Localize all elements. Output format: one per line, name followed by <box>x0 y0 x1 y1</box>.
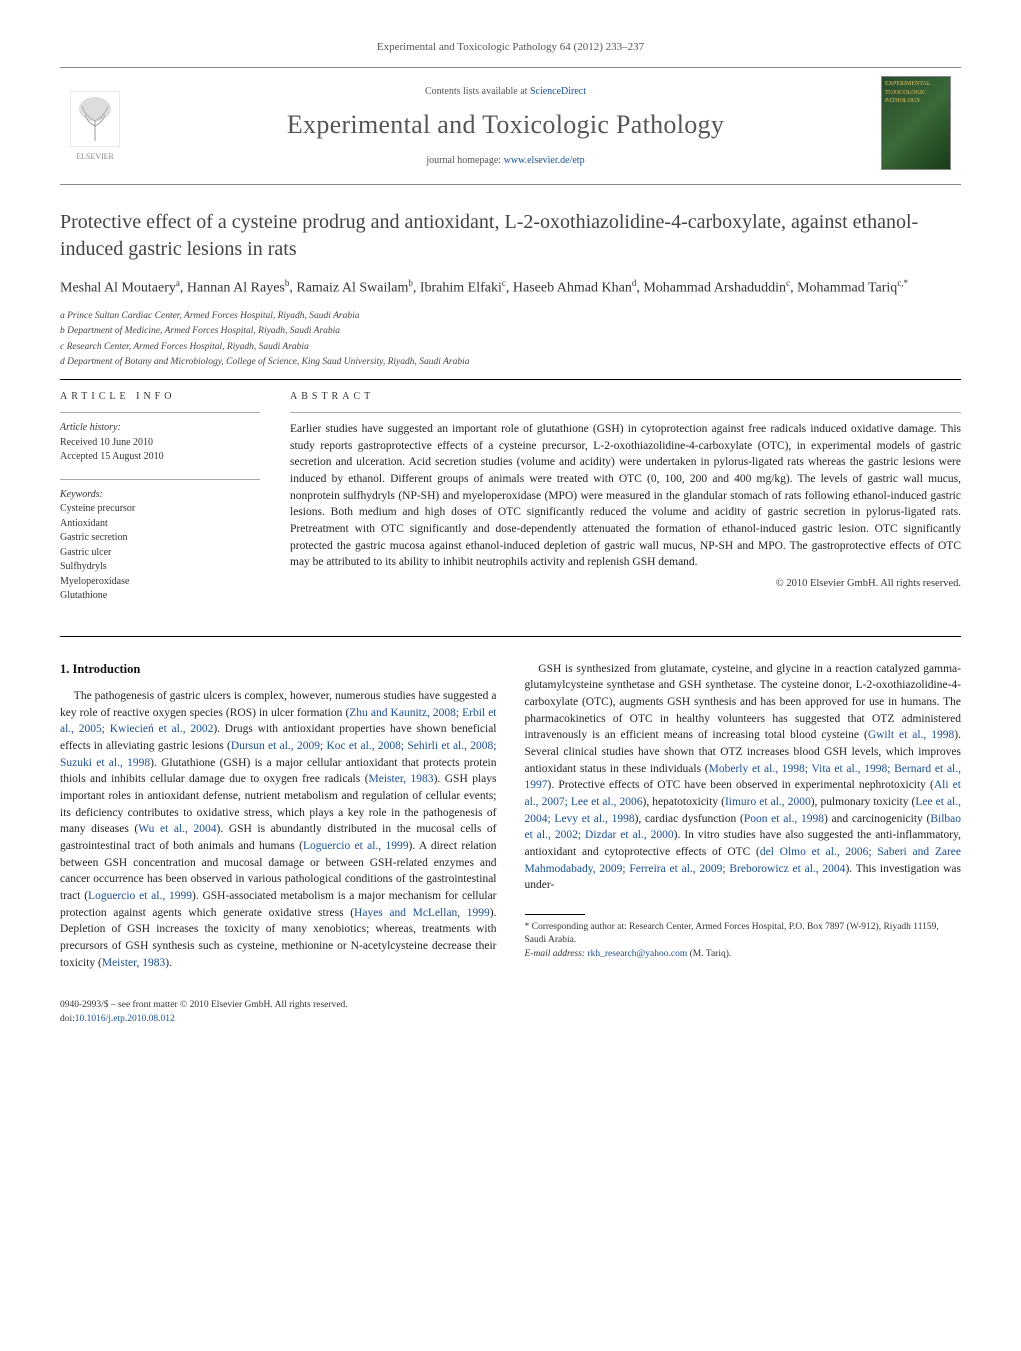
received-date: Received 10 June 2010 <box>60 436 260 451</box>
keywords-block: Keywords: Cysteine precursor Antioxidant… <box>60 488 260 604</box>
abstract-text: Earlier studies have suggested an import… <box>290 421 961 571</box>
contents-prefix: Contents lists available at <box>425 86 530 97</box>
body-text: 1. Introduction The pathogenesis of gast… <box>60 661 961 972</box>
journal-reference: Experimental and Toxicologic Pathology 6… <box>60 40 961 55</box>
divider-light <box>60 412 260 413</box>
article-info-column: article info Article history: Received 1… <box>60 390 260 618</box>
citation-link[interactable]: Poon et al., 1998 <box>744 813 824 825</box>
citation-link[interactable]: Wu et al., 2004 <box>138 823 216 835</box>
text-run: ), hepatotoxicity ( <box>643 796 725 808</box>
citation-link[interactable]: Gwilt et al., 1998 <box>868 729 954 741</box>
publisher-logo: ELSEVIER <box>60 86 130 166</box>
affiliations: a Prince Sultan Cardiac Center, Armed Fo… <box>60 309 961 369</box>
text-run: ). <box>165 957 172 969</box>
corresponding-author-footnote: * Corresponding author at: Research Cent… <box>525 921 962 961</box>
divider <box>60 379 961 380</box>
divider <box>60 636 961 637</box>
keyword: Gastric ulcer <box>60 546 260 561</box>
accepted-date: Accepted 15 August 2010 <box>60 450 260 465</box>
affiliation-c: c Research Center, Armed Forces Hospital… <box>60 340 961 354</box>
email-suffix: (M. Tariq). <box>687 949 731 959</box>
journal-name: Experimental and Toxicologic Pathology <box>130 107 881 143</box>
citation-link[interactable]: Loguercio et al., 1999 <box>303 840 409 852</box>
divider-light <box>290 412 961 413</box>
text-run: ). Protective effects of OTC have been o… <box>548 779 934 791</box>
abstract-label: abstract <box>290 390 961 404</box>
text-run: ) and carcinogenicity ( <box>824 813 930 825</box>
keyword: Antioxidant <box>60 517 260 532</box>
homepage-link[interactable]: www.elsevier.de/etp <box>504 155 585 166</box>
keyword: Cysteine precursor <box>60 502 260 517</box>
keyword: Glutathione <box>60 589 260 604</box>
keyword: Gastric secretion <box>60 531 260 546</box>
email-link[interactable]: rkh_research@yahoo.com <box>587 949 687 959</box>
doi-line: doi:10.1016/j.etp.2010.08.012 <box>60 1013 961 1026</box>
contents-line: Contents lists available at ScienceDirec… <box>130 85 881 99</box>
cover-title: EXPERIMENTAL TOXICOLOGIC PATHOLOGY <box>885 81 930 104</box>
header-center: Contents lists available at ScienceDirec… <box>130 85 881 167</box>
keywords-label: Keywords: <box>60 488 260 503</box>
homepage-line: journal homepage: www.elsevier.de/etp <box>130 154 881 168</box>
citation-link[interactable]: Loguercio et al., 1999 <box>88 890 192 902</box>
email-label: E-mail address: <box>525 949 588 959</box>
info-abstract-row: article info Article history: Received 1… <box>60 390 961 618</box>
citation-link[interactable]: Iimuro et al., 2000 <box>725 796 811 808</box>
doi-link[interactable]: 10.1016/j.etp.2010.08.012 <box>75 1014 175 1024</box>
citation-link[interactable]: Meister, 1983 <box>369 773 434 785</box>
page-footer: 0940-2993/$ – see front matter © 2010 El… <box>60 999 961 1026</box>
citation-link[interactable]: Meister, 1983 <box>102 957 165 969</box>
sciencedirect-link[interactable]: ScienceDirect <box>530 86 586 97</box>
keyword: Sulfhydryls <box>60 560 260 575</box>
corr-author-text: * Corresponding author at: Research Cent… <box>525 921 962 948</box>
homepage-prefix: journal homepage: <box>426 155 503 166</box>
affiliation-b: b Department of Medicine, Armed Forces H… <box>60 324 961 338</box>
abstract-copyright: © 2010 Elsevier GmbH. All rights reserve… <box>290 577 961 592</box>
abstract-column: abstract Earlier studies have suggested … <box>290 390 961 618</box>
text-run: ), pulmonary toxicity ( <box>811 796 916 808</box>
issn-copyright: 0940-2993/$ – see front matter © 2010 El… <box>60 999 961 1012</box>
section-heading-introduction: 1. Introduction <box>60 661 497 679</box>
text-run: ), cardiac dysfunction ( <box>635 813 744 825</box>
journal-cover: EXPERIMENTAL TOXICOLOGIC PATHOLOGY <box>881 76 961 176</box>
divider-light <box>60 479 260 480</box>
history-label: Article history: <box>60 421 260 436</box>
citation-link[interactable]: Hayes and McLellan, 1999 <box>354 907 490 919</box>
paragraph: The pathogenesis of gastric ulcers is co… <box>60 688 497 971</box>
article-info-label: article info <box>60 390 260 404</box>
author-list: Meshal Al Moutaerya, Hannan Al Rayesb, R… <box>60 277 961 299</box>
affiliation-a: a Prince Sultan Cardiac Center, Armed Fo… <box>60 309 961 323</box>
journal-header: ELSEVIER Contents lists available at Sci… <box>60 67 961 185</box>
email-line: E-mail address: rkh_research@yahoo.com (… <box>525 948 962 961</box>
paragraph: GSH is synthesized from glutamate, cyste… <box>525 661 962 894</box>
cover-thumbnail: EXPERIMENTAL TOXICOLOGIC PATHOLOGY <box>881 76 951 170</box>
keyword: Myeloperoxidase <box>60 575 260 590</box>
affiliation-d: d Department of Botany and Microbiology,… <box>60 355 961 369</box>
article-history: Article history: Received 10 June 2010 A… <box>60 421 260 465</box>
footnote-separator <box>525 914 585 915</box>
doi-prefix: doi: <box>60 1014 75 1024</box>
publisher-name: ELSEVIER <box>76 151 114 162</box>
article-title: Protective effect of a cysteine prodrug … <box>60 209 961 263</box>
elsevier-tree-icon <box>70 91 120 147</box>
